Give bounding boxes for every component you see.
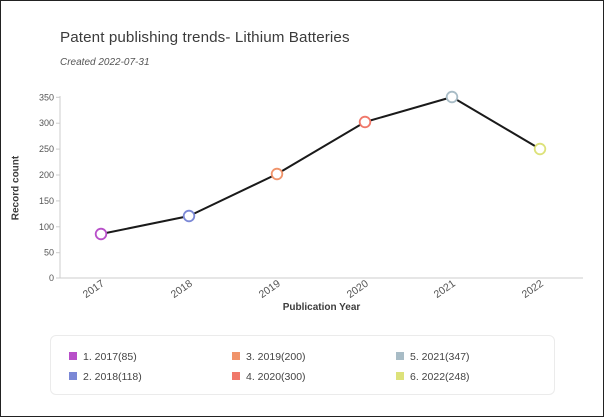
svg-text:350: 350 (39, 92, 54, 102)
svg-text:150: 150 (39, 196, 54, 206)
svg-text:2022: 2022 (520, 278, 546, 301)
svg-text:250: 250 (39, 144, 54, 154)
svg-text:0: 0 (49, 273, 54, 283)
svg-text:2018: 2018 (169, 278, 195, 301)
svg-text:2019: 2019 (257, 278, 283, 301)
svg-text:300: 300 (39, 118, 54, 128)
svg-text:50: 50 (44, 248, 54, 258)
svg-text:2017: 2017 (81, 278, 107, 301)
svg-text:100: 100 (39, 222, 54, 232)
svg-text:2021: 2021 (432, 278, 458, 301)
svg-text:200: 200 (39, 170, 54, 180)
svg-text:2020: 2020 (345, 278, 371, 301)
